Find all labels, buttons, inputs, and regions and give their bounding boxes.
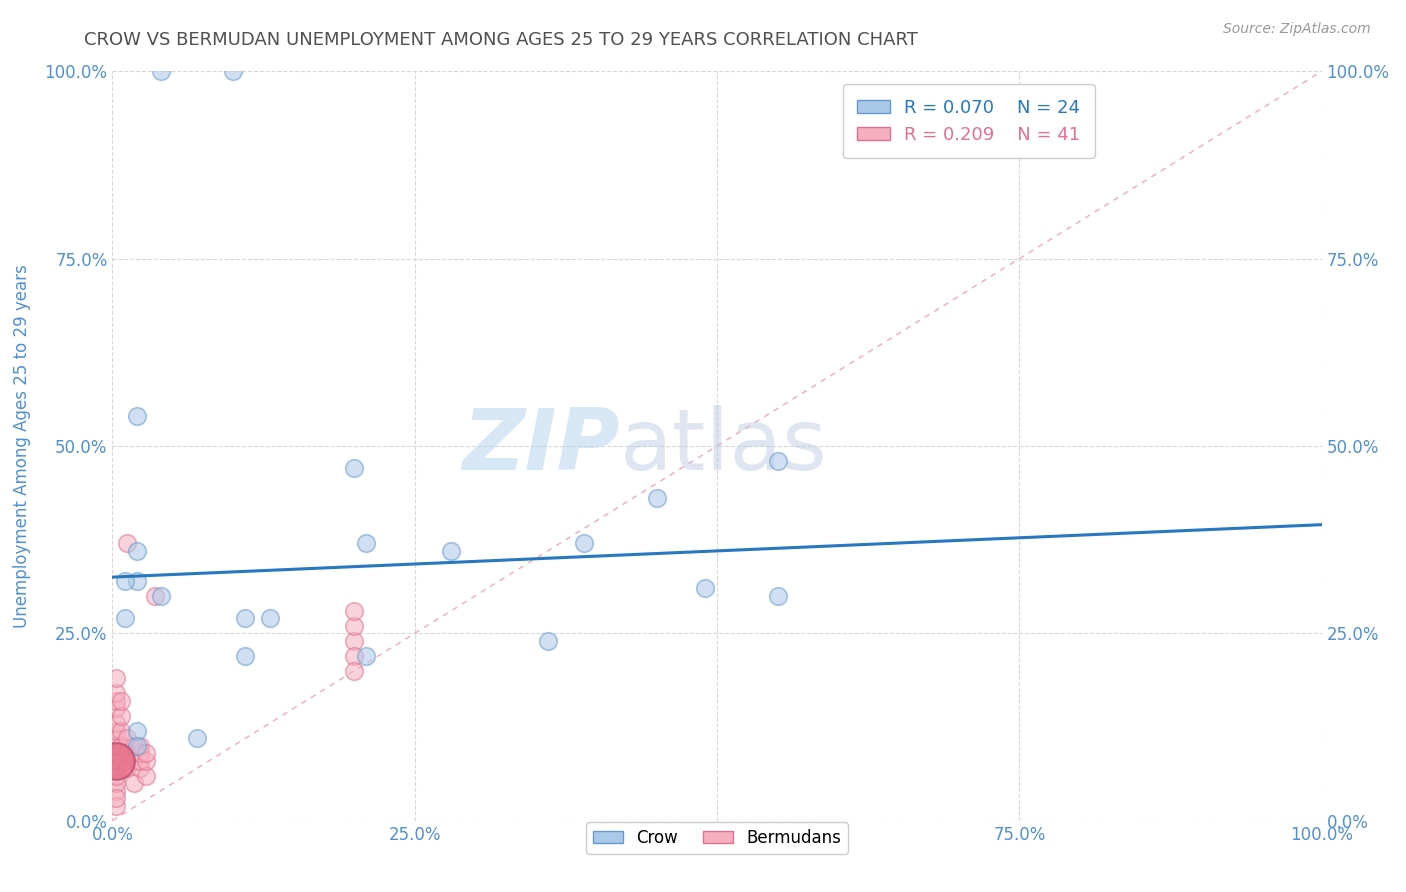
Point [129,754,152,768]
Point [235,648,257,663]
Point [125,544,148,558]
Point [222,64,245,78]
Point [693,582,716,596]
Point [129,761,152,775]
Point [235,611,257,625]
Point [115,761,138,775]
Point [537,633,560,648]
Point [122,754,145,768]
Point [440,544,463,558]
Point [105,754,128,768]
Point [105,754,128,768]
Point [343,648,366,663]
Point [143,589,166,603]
Point [343,604,366,618]
Point [343,619,366,633]
Point [110,708,132,723]
Point [105,776,128,790]
Point [129,746,152,760]
Point [766,589,789,603]
Point [135,746,157,760]
Point [645,491,668,506]
Point [105,761,128,775]
Point [125,574,148,588]
Point [122,776,145,790]
Point [122,739,145,753]
Point [343,664,366,678]
Text: Source: ZipAtlas.com: Source: ZipAtlas.com [1223,22,1371,37]
Point [115,746,138,760]
Point [105,783,128,797]
Point [110,694,132,708]
Point [149,64,172,78]
Point [105,769,128,783]
Point [125,723,148,738]
Text: ZIP: ZIP [463,404,620,488]
Point [110,723,132,738]
Point [186,731,208,746]
Text: atlas: atlas [620,404,828,488]
Point [114,611,136,625]
Text: CROW VS BERMUDAN UNEMPLOYMENT AMONG AGES 25 TO 29 YEARS CORRELATION CHART: CROW VS BERMUDAN UNEMPLOYMENT AMONG AGES… [84,31,918,49]
Point [115,536,138,550]
Point [105,671,128,685]
Point [105,731,128,746]
Point [105,701,128,715]
Point [572,536,595,550]
Legend: Crow, Bermudans: Crow, Bermudans [586,822,848,854]
Point [105,746,128,760]
Point [110,739,132,753]
Point [129,739,152,753]
Point [105,694,128,708]
Point [356,536,378,550]
Point [356,648,378,663]
Point [110,754,132,768]
Point [115,731,138,746]
Point [105,686,128,700]
Point [343,461,366,475]
Point [259,611,281,625]
Point [125,409,148,423]
Point [343,633,366,648]
Point [105,791,128,805]
Point [114,574,136,588]
Point [135,754,157,768]
Point [125,739,148,753]
Point [105,716,128,731]
Point [105,723,128,738]
Point [149,589,172,603]
Point [105,798,128,813]
Point [105,739,128,753]
Y-axis label: Unemployment Among Ages 25 to 29 years: Unemployment Among Ages 25 to 29 years [13,264,31,628]
Point [766,454,789,468]
Point [135,769,157,783]
